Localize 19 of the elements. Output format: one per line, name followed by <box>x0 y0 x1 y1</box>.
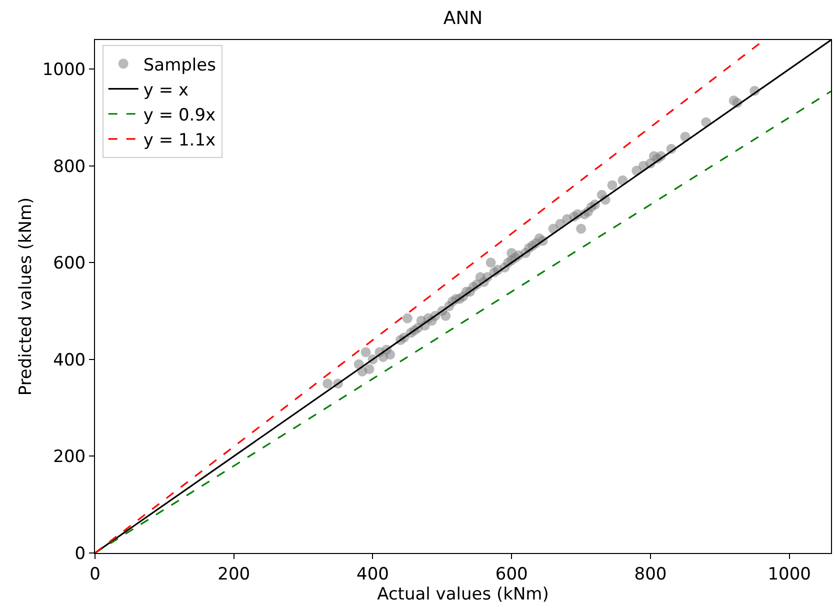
chart-title: ANN <box>443 8 483 29</box>
y-tick-label: 800 <box>53 156 86 177</box>
legend-label: y = x <box>143 80 189 100</box>
x-tick-label: 600 <box>495 564 528 584</box>
legend-label: y = 1.1x <box>143 130 216 151</box>
y-tick-label: 600 <box>53 254 86 274</box>
y-tick-label: 200 <box>53 447 86 468</box>
x-tick-label: 1000 <box>768 564 811 584</box>
y-tick-label: 400 <box>53 350 86 370</box>
x-tick-label: 200 <box>218 564 250 584</box>
x-tick-label: 400 <box>356 564 389 584</box>
y-tick-label: 1000 <box>42 60 86 80</box>
y-axis-title: Predicted values (kNm) <box>16 197 36 396</box>
x-axis-title: Actual values (kNm) <box>377 584 549 604</box>
x-tick-label: 0 <box>90 564 100 584</box>
x-tick-label: 800 <box>634 564 667 584</box>
y-tick-label: 0 <box>74 544 86 564</box>
legend-label: Samples <box>143 55 216 76</box>
legend-label: y = 0.9x <box>143 106 216 126</box>
